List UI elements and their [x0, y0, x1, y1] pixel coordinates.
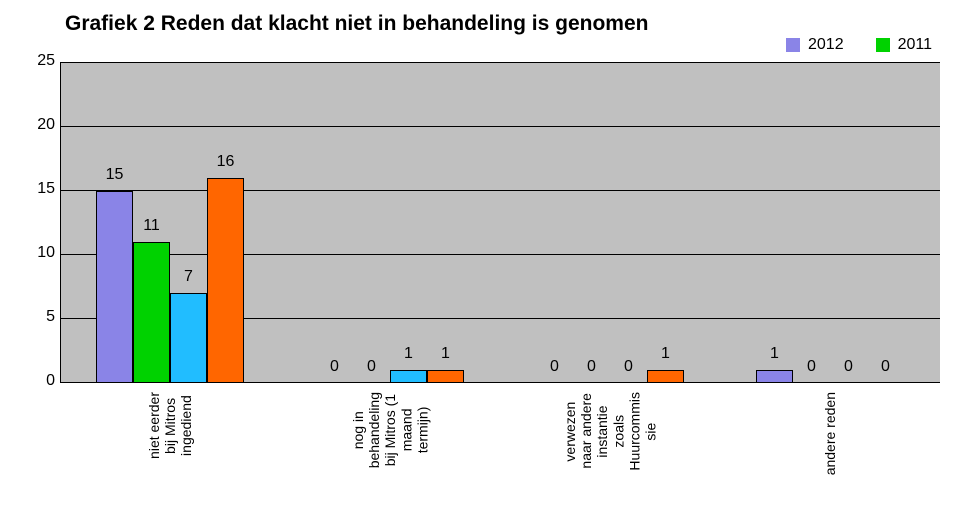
- y-tick-label: 15: [10, 180, 55, 198]
- legend-swatch-2011: [876, 38, 890, 52]
- data-label: 0: [624, 358, 633, 376]
- legend-label-2012: 2012: [808, 36, 844, 54]
- legend-item-2012: 2012: [786, 36, 844, 54]
- bar: [96, 191, 133, 383]
- bar: [647, 370, 684, 383]
- bar: [756, 370, 793, 383]
- data-label: 0: [807, 358, 816, 376]
- data-label: 15: [106, 166, 124, 184]
- y-tick-label: 25: [10, 52, 55, 70]
- category-label: nog inbehandelingbij Mitros (1maandtermi…: [330, 392, 450, 471]
- data-label: 0: [367, 358, 376, 376]
- bars: [60, 62, 940, 382]
- data-label: 11: [143, 217, 160, 235]
- data-label: 0: [330, 358, 339, 376]
- category-label: verwezennaar andereinstantiezoalsHuurcom…: [550, 392, 670, 474]
- data-label: 0: [881, 358, 890, 376]
- data-label: 1: [661, 345, 670, 363]
- legend: 2012 2011: [786, 36, 932, 54]
- bar: [427, 370, 464, 383]
- legend-label-2011: 2011: [898, 36, 932, 54]
- bar: [390, 370, 427, 383]
- legend-swatch-2012: [786, 38, 800, 52]
- data-label: 1: [441, 345, 450, 363]
- y-tick-label: 0: [10, 372, 55, 390]
- chart-container: Grafiek 2 Reden dat klacht niet in behan…: [0, 0, 980, 516]
- data-label: 1: [404, 345, 413, 363]
- category-label: andere reden: [770, 392, 890, 478]
- chart-title: Grafiek 2 Reden dat klacht niet in behan…: [65, 12, 648, 36]
- bar: [133, 242, 170, 383]
- data-label: 16: [217, 153, 235, 171]
- data-label: 7: [184, 268, 193, 286]
- data-label: 0: [587, 358, 596, 376]
- bar: [170, 293, 207, 383]
- category-label: niet eerderbij Mitrosingediend: [110, 392, 230, 462]
- data-label: 0: [844, 358, 853, 376]
- y-tick-label: 20: [10, 116, 55, 134]
- legend-item-2011: 2011: [876, 36, 932, 54]
- y-tick-label: 10: [10, 244, 55, 262]
- bar: [207, 178, 244, 383]
- data-label: 1: [770, 345, 779, 363]
- data-label: 0: [550, 358, 559, 376]
- y-tick-label: 5: [10, 308, 55, 326]
- plot-area: 1511716001100011000: [60, 62, 940, 382]
